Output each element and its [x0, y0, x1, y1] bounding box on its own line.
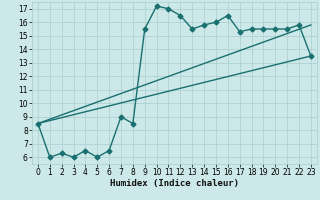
X-axis label: Humidex (Indice chaleur): Humidex (Indice chaleur): [110, 179, 239, 188]
